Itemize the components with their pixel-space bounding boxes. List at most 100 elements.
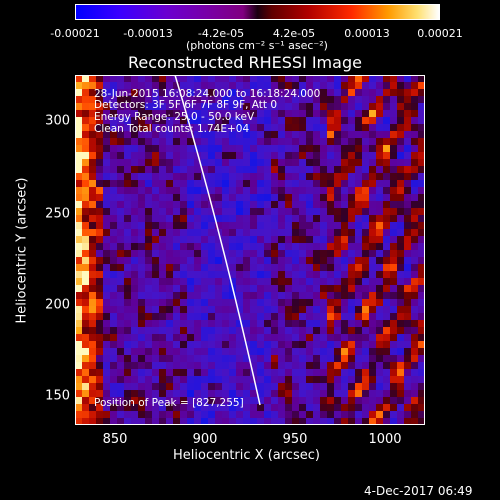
heatmap-cell	[117, 194, 124, 201]
heatmap-cell	[355, 229, 362, 236]
heatmap-cell	[138, 131, 145, 138]
heatmap-cell	[341, 187, 348, 194]
heatmap-cell	[180, 243, 187, 250]
heatmap-cell	[411, 159, 418, 166]
heatmap-cell	[82, 243, 89, 250]
heatmap-cell	[152, 250, 159, 257]
heatmap-cell	[418, 341, 425, 348]
heatmap-cell	[89, 187, 96, 194]
heatmap-cell	[278, 341, 285, 348]
heatmap-cell	[159, 355, 166, 362]
heatmap-cell	[75, 124, 82, 131]
heatmap-cell	[117, 215, 124, 222]
heatmap-cell	[404, 82, 411, 89]
heatmap-cell	[390, 264, 397, 271]
heatmap-cell	[271, 96, 278, 103]
heatmap-cell	[257, 201, 264, 208]
heatmap-cell	[110, 96, 117, 103]
heatmap-cell	[243, 313, 250, 320]
heatmap-cell	[103, 390, 110, 397]
heatmap-cell	[292, 327, 299, 334]
heatmap-cell	[369, 369, 376, 376]
heatmap-cell	[285, 152, 292, 159]
heatmap-cell	[187, 355, 194, 362]
heatmap-cell	[383, 369, 390, 376]
heatmap-cell	[306, 264, 313, 271]
heatmap-cell	[75, 173, 82, 180]
heatmap-cell	[341, 285, 348, 292]
heatmap-cell	[369, 306, 376, 313]
heatmap-cell	[376, 271, 383, 278]
heatmap-cell	[362, 355, 369, 362]
heatmap-cell	[271, 278, 278, 285]
heatmap-cell	[243, 229, 250, 236]
heatmap-cell	[222, 96, 229, 103]
heatmap-cell	[348, 117, 355, 124]
heatmap-cell	[82, 278, 89, 285]
heatmap-cell	[334, 96, 341, 103]
heatmap-cell	[411, 166, 418, 173]
heatmap-cell	[411, 173, 418, 180]
heatmap-cell	[180, 194, 187, 201]
heatmap-cell	[271, 173, 278, 180]
heatmap-cell	[124, 75, 131, 82]
heatmap-cell	[404, 166, 411, 173]
heatmap-cell	[166, 194, 173, 201]
heatmap-cell	[383, 264, 390, 271]
heatmap-cell	[201, 320, 208, 327]
heatmap-cell	[390, 117, 397, 124]
heatmap-cell	[243, 362, 250, 369]
heatmap-cell	[390, 75, 397, 82]
heatmap-cell	[397, 418, 404, 425]
heatmap-cell	[166, 320, 173, 327]
heatmap-cell	[369, 208, 376, 215]
heatmap-cell	[124, 264, 131, 271]
heatmap-cell	[194, 124, 201, 131]
heatmap-cell	[201, 138, 208, 145]
heatmap-cell	[215, 362, 222, 369]
heatmap-cell	[75, 369, 82, 376]
heatmap-cell	[110, 131, 117, 138]
heatmap-cell	[313, 236, 320, 243]
heatmap-cell	[194, 96, 201, 103]
heatmap-cell	[327, 236, 334, 243]
heatmap-cell	[159, 278, 166, 285]
heatmap-cell	[222, 166, 229, 173]
heatmap-cell	[75, 404, 82, 411]
heatmap-cell	[264, 173, 271, 180]
heatmap-cell	[180, 103, 187, 110]
heatmap-cell	[271, 159, 278, 166]
heatmap-cell	[341, 243, 348, 250]
heatmap-cell	[292, 180, 299, 187]
heatmap-cell	[285, 131, 292, 138]
heatmap-cell	[397, 131, 404, 138]
heatmap-cell	[341, 390, 348, 397]
heatmap-cell	[82, 362, 89, 369]
heatmap-cell	[180, 159, 187, 166]
heatmap-cell	[264, 187, 271, 194]
heatmap-cell	[250, 327, 257, 334]
heatmap-cell	[376, 194, 383, 201]
heatmap-cell	[103, 264, 110, 271]
heatmap-cell	[397, 397, 404, 404]
heatmap-cell	[348, 145, 355, 152]
heatmap-cell	[369, 194, 376, 201]
heatmap-cell	[96, 138, 103, 145]
heatmap-cell	[201, 194, 208, 201]
heatmap-cell	[348, 299, 355, 306]
heatmap-cell	[110, 411, 117, 418]
heatmap-cell	[341, 229, 348, 236]
heatmap-cell	[285, 229, 292, 236]
heatmap-cell	[369, 250, 376, 257]
heatmap-cell	[299, 180, 306, 187]
heatmap-cell	[390, 348, 397, 355]
heatmap-cell	[327, 411, 334, 418]
heatmap-cell	[278, 292, 285, 299]
heatmap-cell	[292, 250, 299, 257]
heatmap-cell	[117, 418, 124, 425]
heatmap-cell	[278, 362, 285, 369]
heatmap-cell	[376, 404, 383, 411]
heatmap-cell	[82, 229, 89, 236]
heatmap-cell	[159, 96, 166, 103]
heatmap-cell	[124, 320, 131, 327]
